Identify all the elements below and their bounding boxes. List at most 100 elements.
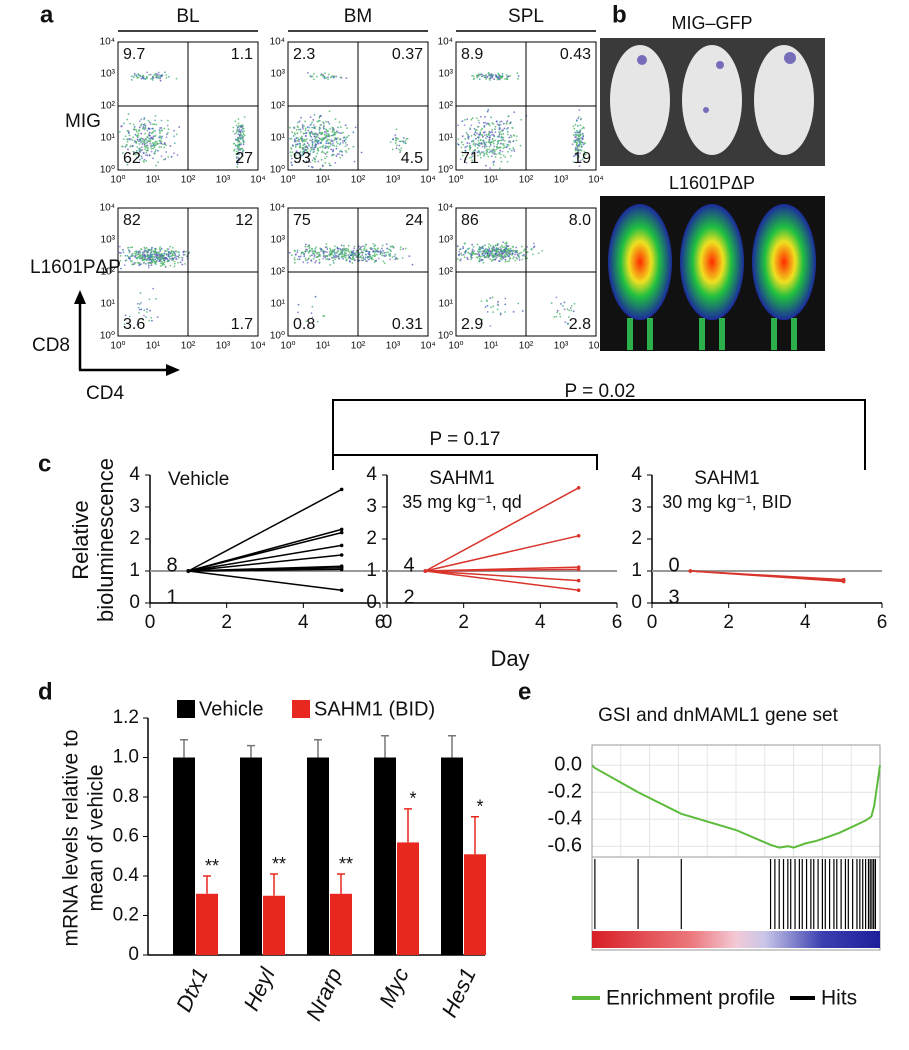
event-dot [323,124,325,127]
event-dot [574,148,577,151]
event-dot [577,138,580,141]
event-dot [514,253,516,256]
event-dot [330,140,332,143]
event-dot [502,154,505,157]
point [576,567,581,572]
event-dot [474,253,476,255]
event-dot [494,250,497,253]
event-dot [480,142,482,145]
event-dot [342,255,345,258]
arrow-head [166,364,180,376]
event-dot [178,254,181,257]
significance: ** [339,854,353,874]
quadrant-value: 24 [405,212,423,229]
event-dot [301,146,304,149]
event-dot [486,110,489,113]
event-dot [318,117,321,119]
event-dot [153,256,156,259]
event-dot [159,79,162,82]
event-dot [347,254,350,256]
event-dot [575,143,578,146]
series-line [425,568,579,572]
event-dot [511,254,513,256]
event-dot [365,253,367,256]
event-dot [321,165,324,168]
event-dot [155,254,158,257]
chart-subtitle: 30 mg kg⁻¹, BID [662,492,792,512]
event-dot [337,126,339,129]
event-dot [583,156,586,159]
event-dot [500,254,503,256]
event-dot [567,316,570,318]
event-dot [390,250,392,253]
event-dot [143,261,146,264]
event-dot [298,258,301,261]
event-dot [128,257,131,260]
event-dot [293,153,296,155]
event-dot [336,130,338,133]
event-dot [472,142,475,145]
event-dot [483,146,486,149]
event-dot [491,129,494,131]
event-dot [242,131,244,134]
y-tick-label: 1 [631,560,642,581]
event-dot [494,73,497,76]
point [423,569,428,573]
event-dot [326,248,329,250]
event-dot [126,129,129,132]
y-tick-label: 10³ [439,235,454,246]
event-dot [136,302,139,305]
event-dot [494,258,497,261]
event-dot [132,76,135,79]
event-dot [159,265,162,268]
event-dot [325,132,328,134]
event-dot [379,250,382,252]
event-dot [139,147,141,150]
event-dot [476,75,479,78]
event-dot [316,255,319,258]
x-tick-label: 10¹ [146,341,161,352]
event-dot [121,152,124,154]
event-dot [380,247,383,250]
event-dot [142,126,145,128]
event-dot [131,254,134,257]
event-dot [456,245,459,247]
event-dot [136,134,138,137]
event-dot [160,129,163,132]
event-dot [290,254,293,256]
event-dot [160,74,163,77]
event-dot [143,118,145,121]
event-dot [339,150,341,153]
event-dot [505,123,508,125]
event-dot [137,140,140,143]
event-dot [493,254,496,256]
quadrant-value: 27 [235,150,253,167]
event-dot [149,140,152,143]
event-dot [332,259,335,262]
event-dot [489,297,492,300]
event-dot [364,250,367,253]
event-dot [337,255,340,258]
event-dot [488,151,491,154]
event-dot [127,256,130,258]
event-dot [349,257,352,260]
event-dot [478,121,481,124]
event-dot [482,131,485,134]
bar [173,757,195,955]
event-dot [468,252,471,255]
error-bar [381,735,389,758]
event-dot [239,138,242,140]
event-dot [343,137,345,139]
y-tick-label: 10² [271,101,286,112]
event-dot [341,154,344,157]
event-dot [578,143,581,146]
event-dot [140,146,143,148]
event-dot [161,260,164,263]
event-dot [371,256,373,259]
event-dot [326,130,328,133]
event-dot [353,160,356,163]
event-dot [143,314,145,317]
event-dot [555,315,558,318]
event-dot [351,258,353,261]
y-tick-label: 10¹ [271,299,286,310]
